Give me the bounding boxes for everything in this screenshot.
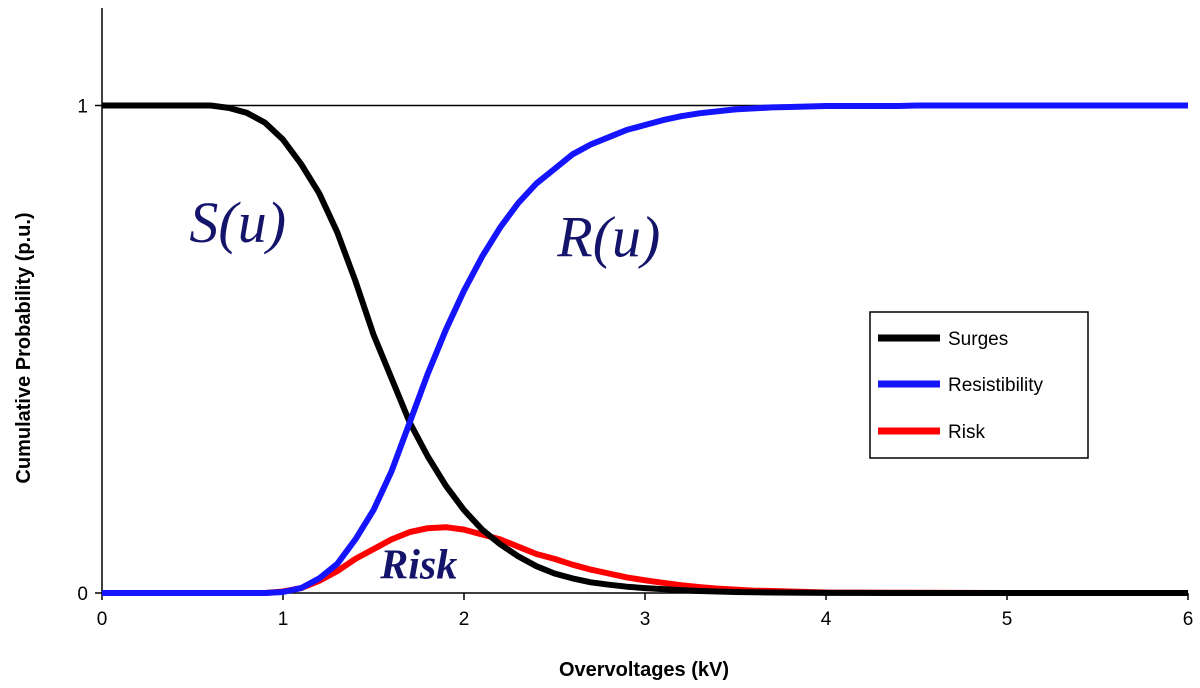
annotation-risk: Risk: [379, 542, 457, 588]
x-tick-label: 0: [97, 609, 108, 630]
annotation-su: S(u): [189, 190, 286, 255]
legend: Surges Resistibility Risk: [869, 311, 1089, 459]
x-tick-label: 6: [1183, 609, 1194, 630]
y-axis-title: Cumulative Probability (p.u.): [13, 212, 35, 483]
x-tick-label: 4: [821, 609, 832, 630]
legend-label-surges: Surges: [948, 329, 1008, 350]
series-line-surges: [102, 102, 1188, 596]
x-tick-label: 3: [640, 609, 651, 630]
annotation-ru: R(u): [556, 205, 660, 270]
x-tick-label: 5: [1002, 609, 1013, 630]
x-tick-label: 2: [459, 609, 470, 630]
y-tick-label: 1: [77, 97, 88, 118]
y-tick-label: 0: [77, 584, 88, 605]
annotations: S(u) R(u) Risk: [189, 190, 660, 588]
x-tick-label: 1: [278, 609, 289, 630]
legend-label-resistibility: Resistibility: [948, 375, 1044, 396]
series-line-resistibility: [102, 102, 1188, 596]
legend-label-risk: Risk: [948, 422, 985, 443]
x-axis-title: Overvoltages (kV): [559, 659, 729, 681]
series-layer: [102, 102, 1188, 596]
